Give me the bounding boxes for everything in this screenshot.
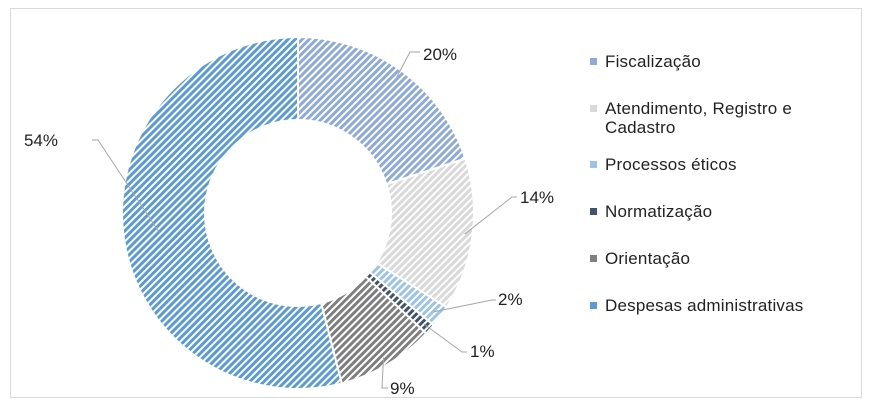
data-label-fiscalizacao: 20%	[423, 45, 457, 64]
legend-swatch	[590, 208, 597, 215]
slice-despesas-administrativas	[121, 35, 343, 390]
legend-label: Orientação	[605, 249, 691, 268]
leader-line-normatizacao	[423, 323, 467, 353]
legend-label: Normatização	[605, 202, 713, 221]
legend-swatch	[590, 161, 597, 168]
leader-line-processos-eticos	[433, 299, 496, 313]
leader-line-despesas-administrativas	[92, 139, 159, 231]
legend-item-normatizacao: Normatização	[590, 202, 860, 221]
legend-item-atendimento-registro-e-cadastro: Atendimento, Registro e Cadastro	[590, 99, 860, 137]
data-label-atendimento-registro-e-cadastro: 14%	[520, 188, 554, 207]
leader-line-orientacao	[381, 357, 388, 389]
leader-line-fiscalizacao	[396, 51, 420, 78]
legend-label: Despesas administrativas	[605, 296, 804, 315]
donut-slices	[121, 35, 475, 390]
data-label-processos-eticos: 2%	[498, 290, 523, 309]
legend-swatch	[590, 58, 597, 65]
legend-swatch	[590, 302, 597, 309]
legend-label: Atendimento, Registro e Cadastro	[605, 99, 792, 137]
data-labels: 20% 14% 2% 1% 9% 54%	[24, 45, 554, 398]
data-label-despesas-administrativas: 54%	[24, 131, 58, 150]
legend-label: Processos éticos	[605, 155, 737, 174]
legend-label: Fiscalização	[605, 52, 701, 71]
legend-item-despesas-administrativas: Despesas administrativas	[590, 296, 860, 315]
legend-swatch	[590, 105, 597, 112]
legend-item-orientacao: Orientação	[590, 249, 860, 268]
legend-item-fiscalizacao: Fiscalização	[590, 52, 860, 71]
data-label-normatizacao: 1%	[470, 342, 495, 361]
slice-fiscalizacao	[297, 35, 467, 186]
legend-item-processos-eticos: Processos éticos	[590, 155, 860, 174]
legend-swatch	[590, 255, 597, 262]
legend: Fiscalização Atendimento, Registro e Cada…	[590, 52, 860, 315]
data-label-orientacao: 9%	[390, 379, 415, 398]
leader-line-atendimento-registro-e-cadastro	[464, 196, 517, 235]
leader-lines	[92, 51, 517, 389]
